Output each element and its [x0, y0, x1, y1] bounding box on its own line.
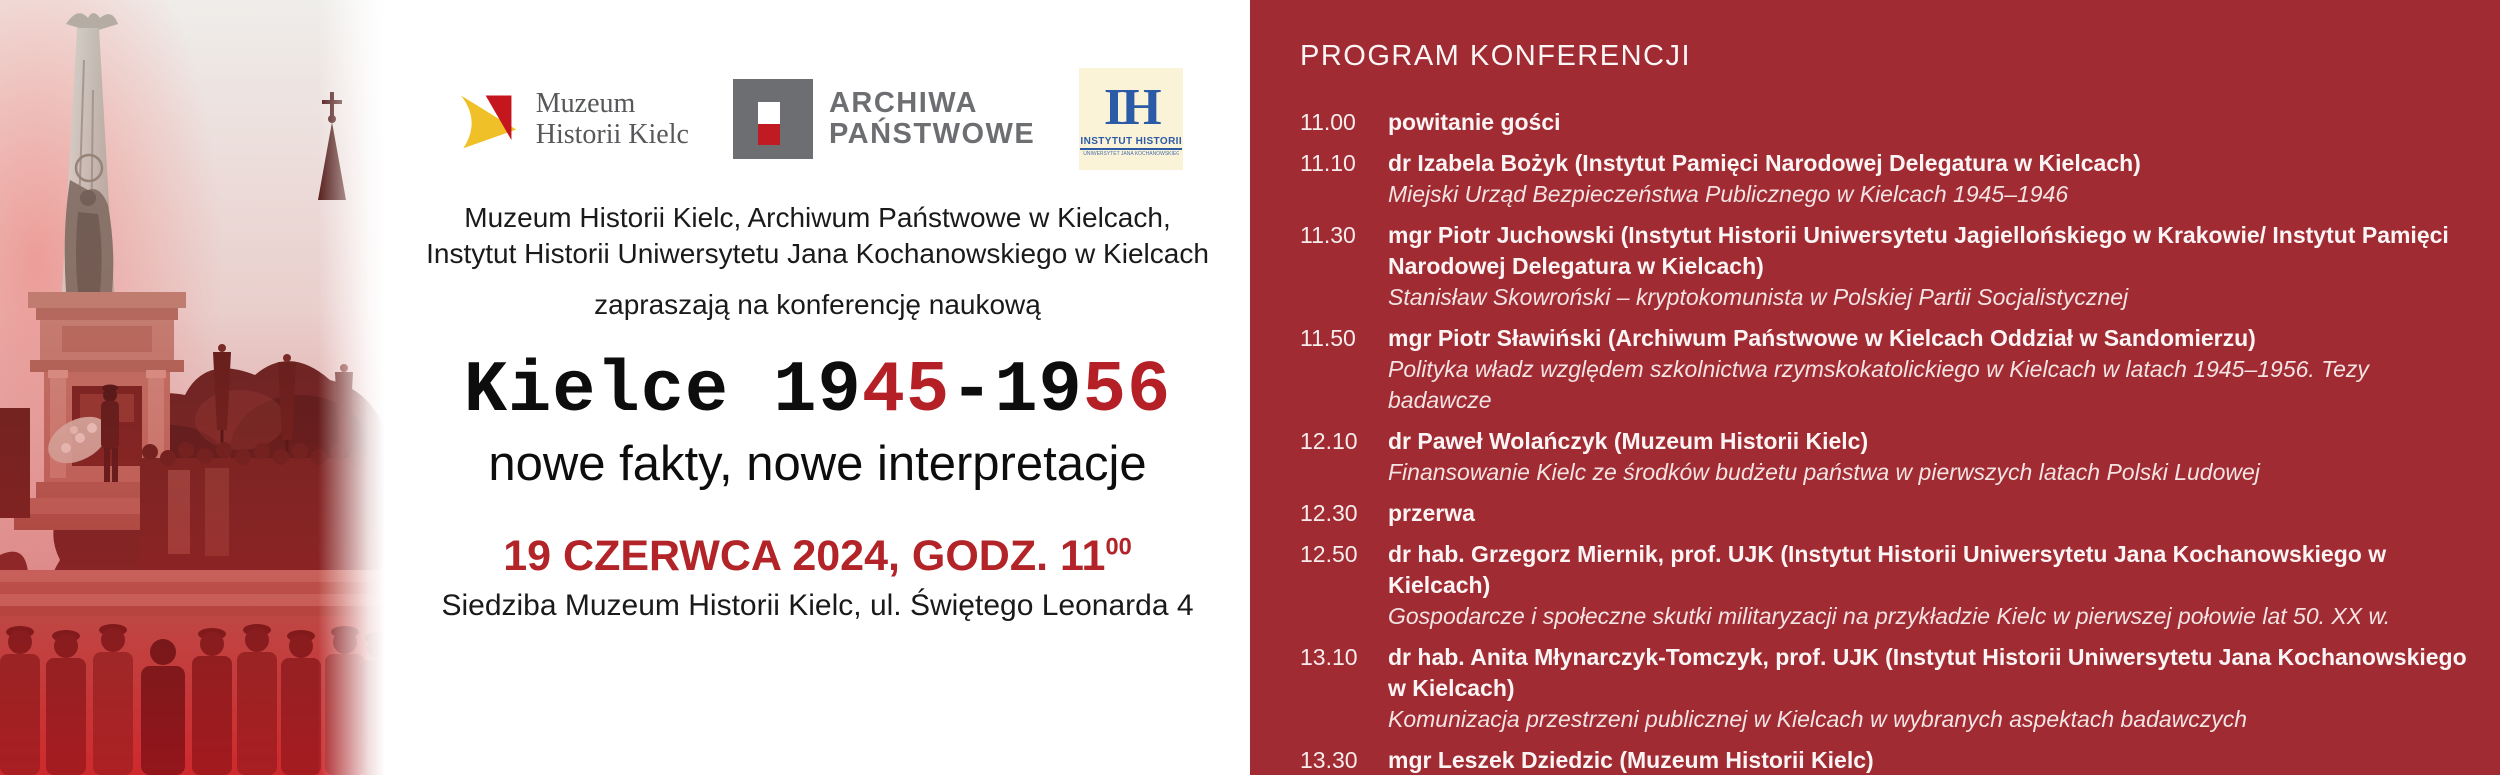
program-item-speaker: mgr Piotr Juchowski (Instytut Historii U… [1388, 222, 2449, 279]
title-part4-red: 56 [1082, 350, 1172, 432]
program-item: 12.50 dr hab. Grzegorz Miernik, prof. UJ… [1300, 539, 2474, 632]
program-item: 13.10 dr hab. Anita Młynarczyk-Tomczyk, … [1300, 642, 2474, 735]
event-date-main: 19 CZERWCA 2024, GODZ. 11 [503, 532, 1106, 580]
program-item-speaker: mgr Piotr Sławiński (Archiwum Państwowe … [1388, 325, 2256, 351]
program-item-topic: Miejski Urząd Bezpieczeństwa Publicznego… [1388, 181, 2069, 207]
program-item-speaker: dr hab. Anita Młynarczyk-Tomczyk, prof. … [1388, 644, 2467, 701]
organizers-line1: Muzeum Historii Kielc, Archiwum Państwow… [464, 202, 1171, 233]
instytut-historii-logo: IH INSTYTUT HISTORII UNIWERSYTET JANA KO… [1079, 68, 1184, 170]
program-item: 12.10 dr Paweł Wolańczyk (Muzeum Histori… [1300, 426, 2474, 488]
program-item: 11.50 mgr Piotr Sławiński (Archiwum Pańs… [1300, 323, 2474, 416]
event-venue: Siedziba Muzeum Historii Kielc, ul. Świę… [441, 589, 1194, 622]
program-item-time: 12.10 [1300, 428, 1358, 454]
center-pane: Muzeum Historii Kielc ARCHIWA PAŃSTWOWE … [385, 0, 1250, 775]
program-item-text: dr Paweł Wolańczyk (Muzeum Historii Kiel… [1388, 426, 2474, 488]
program-item-topic: Finansowanie Kielc ze środków budżetu pa… [1388, 459, 2260, 485]
right-fade [318, 0, 385, 775]
program-item-time: 11.50 [1300, 325, 1356, 351]
program-item-text: mgr Leszek Dziedzic (Muzeum Historii Kie… [1388, 745, 2474, 775]
program-item-time: 12.50 [1300, 541, 1358, 567]
program-item: 11.30 mgr Piotr Juchowski (Instytut Hist… [1300, 220, 2474, 313]
program-item-time: 11.00 [1300, 109, 1356, 135]
program-item-speaker: dr Izabela Bożyk (Instytut Pamięci Narod… [1388, 150, 2141, 176]
program-item-text: powitanie gości [1388, 107, 2474, 138]
muzeum-logo-line2: Historii Kielc [535, 119, 689, 150]
title-part2-red: 45 [861, 350, 951, 432]
program-heading: PROGRAM KONFERENCJI [1300, 40, 1692, 72]
invitation-line: zapraszają na konferencję naukową [594, 289, 1041, 320]
ih-name: INSTYTUT HISTORII [1080, 136, 1183, 151]
program-item-time: 12.30 [1300, 500, 1358, 526]
program-item-text: przerwa [1388, 498, 2474, 529]
program-item-speaker: przerwa [1388, 500, 1475, 526]
program-item-time: 11.10 [1300, 150, 1356, 176]
archiwa-panstwowe-logo: ARCHIWA PAŃSTWOWE [732, 79, 1036, 159]
program-item-speaker: mgr Leszek Dziedzic (Muzeum Historii Kie… [1388, 747, 1874, 773]
program-item-speaker: dr hab. Grzegorz Miernik, prof. UJK (Ins… [1388, 541, 2387, 598]
muzeum-logo-icon [460, 95, 516, 149]
program-item-time: 13.30 [1300, 747, 1358, 773]
program-item: 11.10 dr Izabela Bożyk (Instytut Pamięci… [1300, 148, 2474, 210]
ih-subtext: UNIWERSYTET JANA KOCHANOWSKIEGO W KIELCA… [1083, 151, 1180, 158]
archiwa-logo-icon [732, 79, 813, 159]
program-item-text: dr hab. Anita Młynarczyk-Tomczyk, prof. … [1388, 642, 2474, 735]
historic-photo-pane [0, 0, 385, 775]
event-date: 19 CZERWCA 2024, GODZ. 1100 [503, 532, 1132, 581]
program-item-text: dr Izabela Bożyk (Instytut Pamięci Narod… [1388, 148, 2474, 210]
program-item-topic: Stanisław Skowroński – kryptokomunista w… [1388, 284, 2129, 310]
archiwa-icon-white-block [757, 102, 781, 124]
program-item-speaker: dr Paweł Wolańczyk (Muzeum Historii Kiel… [1388, 428, 1869, 454]
archiwa-icon-red-block [757, 123, 781, 145]
archiwa-logo-line2: PAŃSTWOWE [828, 118, 1036, 150]
program-item: 12.30 przerwa [1300, 498, 2474, 529]
conference-title: Kielce 1945-1956 [464, 350, 1171, 432]
historic-photo [0, 0, 385, 775]
program-item-speaker: powitanie gości [1388, 109, 1561, 135]
ih-monogram: IH [1103, 78, 1162, 136]
title-part3: -19 [950, 350, 1083, 432]
muzeum-logo-text: Muzeum Historii Kielc [536, 88, 689, 151]
archiwa-logo-text: ARCHIWA PAŃSTWOWE [828, 86, 1036, 151]
program-item-topic: Gospodarcze i społeczne skutki militaryz… [1388, 603, 2391, 629]
program-list: 11.00 powitanie gości 11.10 dr Izabela B… [1300, 107, 2474, 775]
program-item-time: 13.10 [1300, 644, 1358, 670]
archiwa-logo-line1: ARCHIWA [828, 86, 978, 119]
program-item-topic: Komunizacja przestrzeni publicznej w Kie… [1388, 706, 2248, 732]
muzeum-historii-kielc-logo: Muzeum Historii Kielc [452, 85, 689, 153]
organizers-line2: Instytut Historii Uniwersytetu Jana Koch… [426, 238, 1209, 269]
conference-subtitle: nowe fakty, nowe interpretacje [488, 437, 1147, 491]
title-part1: Kielce 19 [463, 350, 862, 432]
program-item-text: mgr Piotr Sławiński (Archiwum Państwowe … [1388, 323, 2474, 416]
muzeum-logo-line1: Muzeum [535, 87, 636, 119]
program-pane: PROGRAM KONFERENCJI 11.00 powitanie gośc… [1250, 0, 2500, 775]
program-item-time: 11.30 [1300, 222, 1356, 248]
program-item-text: mgr Piotr Juchowski (Instytut Historii U… [1388, 220, 2474, 313]
organizer-logos-row: Muzeum Historii Kielc ARCHIWA PAŃSTWOWE … [452, 64, 1184, 174]
program-item: 11.00 powitanie gości [1300, 107, 2474, 138]
program-item-text: dr hab. Grzegorz Miernik, prof. UJK (Ins… [1388, 539, 2474, 632]
program-item-topic: Polityka władz względem szkolnictwa rzym… [1388, 356, 2369, 413]
event-date-superscript: 00 [1105, 534, 1132, 561]
program-item: 13.30 mgr Leszek Dziedzic (Muzeum Histor… [1300, 745, 2474, 775]
